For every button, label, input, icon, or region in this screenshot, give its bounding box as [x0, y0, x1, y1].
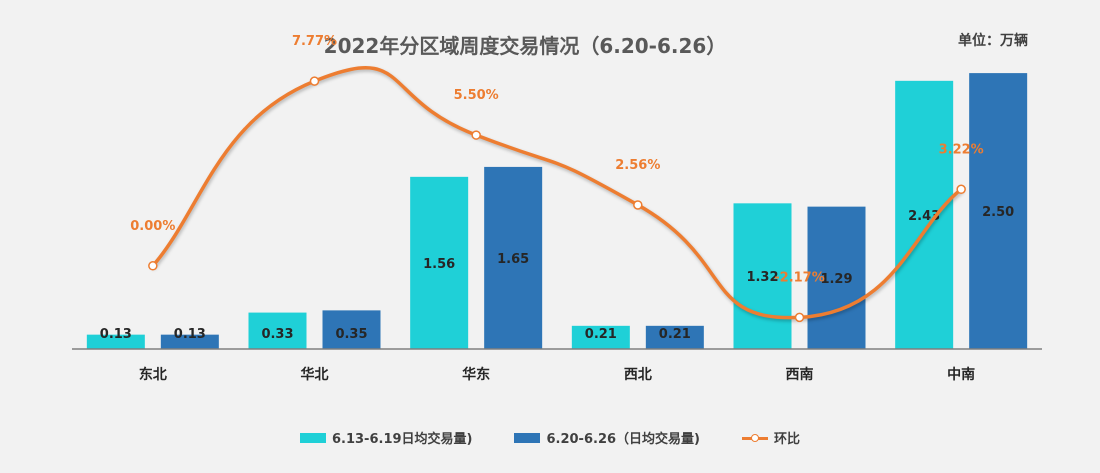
line-series-path: [151, 66, 963, 320]
bar-value-label-s2-5: 2.50: [982, 205, 1014, 220]
bar-s2-1: [322, 310, 381, 349]
legend-item-series-1[interactable]: 6.13-6.19日均交易量): [299, 428, 473, 447]
bar-value-label-s1-2: 1.56: [423, 257, 455, 272]
bar-value-label-s2-2: 1.65: [497, 252, 529, 267]
bar-value-label-s1-1: 0.33: [261, 327, 293, 342]
legend-item-line[interactable]: 环比: [741, 428, 800, 447]
bar-value-label-s2-4: 1.29: [820, 272, 852, 287]
unit-label: 单位：万辆: [958, 33, 1028, 49]
line-point-0: [148, 261, 158, 271]
x-tick-label-5: 中南: [947, 366, 975, 383]
bar-value-label-s1-0: 0.13: [100, 327, 132, 342]
bar-s2-5: [969, 73, 1028, 349]
bar-s2-3: [645, 325, 704, 349]
line-value-label-0: 0.00%: [130, 219, 175, 234]
bar-s1-5: [895, 80, 954, 349]
x-tick-label-4: 西南: [786, 366, 814, 383]
line-value-label-2: 5.50%: [454, 88, 499, 103]
chart-title: 2022年分区域周度交易情况（6.20-6.26）: [323, 34, 727, 58]
legend-label-series-2: 6.20-6.26（日均交易量): [546, 432, 700, 447]
x-tick-label-1: 华北: [301, 366, 329, 383]
bar-value-label-s2-1: 0.35: [335, 327, 367, 342]
x-tick-label-0: 东北: [139, 366, 167, 383]
line-value-label-5: 3.22%: [939, 142, 984, 157]
legend-label-line: 环比: [773, 432, 800, 447]
bar-s1-1: [248, 312, 307, 349]
bar-s2-2: [484, 166, 543, 349]
legend-swatch-series-1: [299, 432, 326, 443]
bar-s2-4: [807, 206, 866, 349]
line-value-label-4: -2.17%: [774, 270, 825, 285]
line-point-3: [633, 200, 643, 210]
legend-swatch-series-2: [514, 432, 541, 443]
line-value-label-3: 2.56%: [615, 158, 660, 173]
legend: 6.13-6.19日均交易量) 6.20-6.26（日均交易量) 环比: [0, 428, 1100, 447]
legend-label-series-1: 6.13-6.19日均交易量): [331, 432, 473, 447]
legend-item-series-2[interactable]: 6.20-6.26（日均交易量): [514, 428, 700, 447]
bar-s2-0: [160, 334, 219, 349]
bar-s1-3: [571, 325, 630, 349]
line-point-1: [309, 76, 320, 86]
bar-value-label-s1-3: 0.21: [585, 327, 617, 342]
bar-s1-4: [733, 203, 792, 349]
bar-value-label-s2-0: 0.13: [174, 327, 206, 342]
line-point-5: [956, 184, 966, 195]
bar-value-label-s1-4: 1.32: [746, 270, 778, 285]
bar-value-label-s2-3: 0.21: [659, 327, 691, 342]
line-point-4: [794, 312, 805, 323]
line-point-2: [471, 130, 481, 140]
legend-swatch-line: [741, 433, 768, 443]
bar-s1-0: [86, 334, 145, 349]
line-value-label-1: 7.77%: [292, 34, 337, 49]
x-tick-label-2: 华东: [462, 366, 490, 383]
bar-s1-2: [410, 176, 469, 349]
x-tick-label-3: 西北: [624, 367, 652, 383]
